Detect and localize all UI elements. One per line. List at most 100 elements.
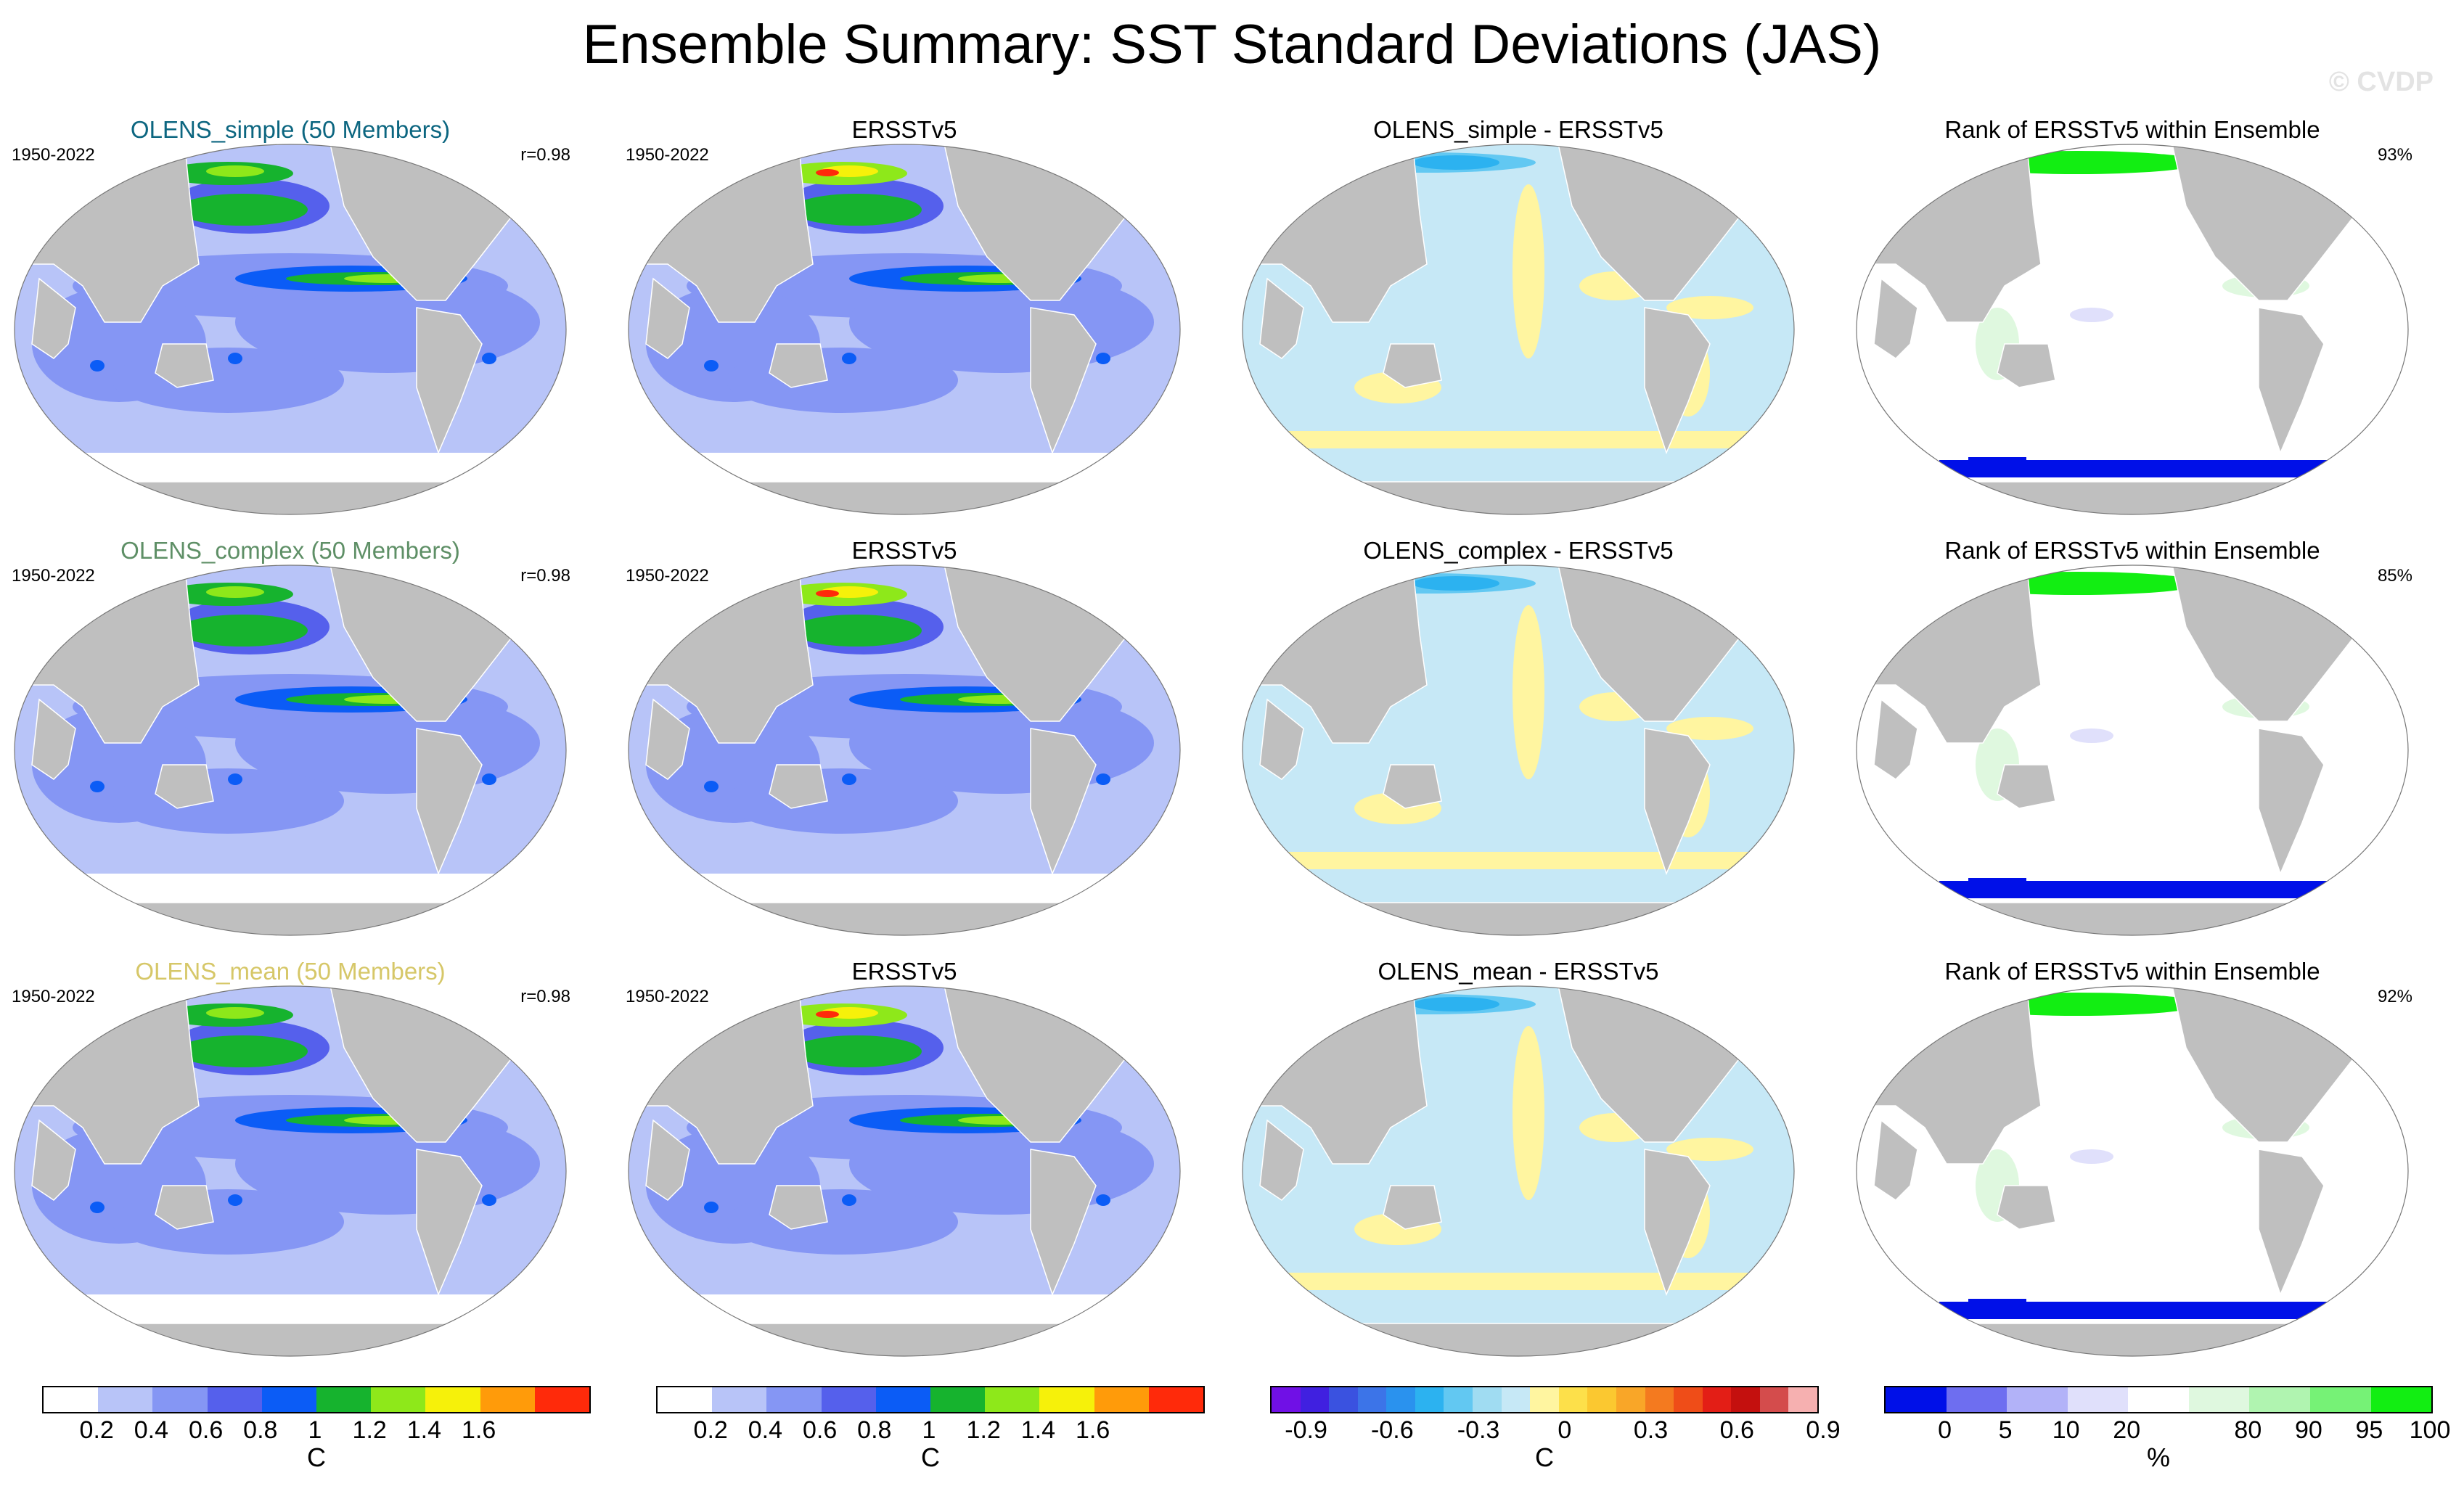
- south-america-land: [416, 307, 483, 455]
- colorbar-swatch: [1674, 1387, 1703, 1412]
- antarctica-land: [629, 902, 1180, 935]
- antarctica-land: [1243, 1323, 1794, 1356]
- pattern-correlation: r=0.98: [520, 145, 570, 165]
- period-label: 1950-2022: [626, 987, 709, 1006]
- rank-percent: 93%: [2377, 145, 2412, 165]
- rank-bottom-band: [1968, 878, 2026, 884]
- diff-contour-positive: [1666, 296, 1753, 319]
- map-outline: [1242, 985, 1795, 1357]
- panel-title: ERSSTv5: [851, 958, 957, 985]
- diff-contour-positive: [1513, 184, 1544, 358]
- africa-land: [1873, 698, 1918, 780]
- antarctica-land: [15, 902, 566, 935]
- south-america-land: [2258, 728, 2325, 876]
- colorbar-tick-label: 0: [1558, 1416, 1572, 1444]
- period-label: 1950-2022: [12, 566, 95, 586]
- sd-map: [14, 565, 567, 936]
- map-outline: [1856, 144, 2409, 515]
- rank-map: [1856, 565, 2409, 936]
- sd-contour-0.8: [1096, 1194, 1110, 1206]
- sd-contour-0.8: [842, 1194, 856, 1206]
- map-outline: [1856, 565, 2409, 936]
- figure-title: Ensemble Summary: SST Standard Deviation…: [582, 14, 1882, 75]
- australia-land: [1997, 1185, 2056, 1230]
- colorbar-swatch: [2067, 1387, 2129, 1412]
- colorbar-swatch: [480, 1387, 535, 1412]
- colorbar-tick-label: 1.2: [352, 1416, 387, 1444]
- sd-contour-0.4: [112, 348, 344, 413]
- panel-rank-row3: Rank of ERSSTv5 within Ensemble 92%: [1842, 958, 2423, 1364]
- panel-model-row3: OLENS_mean (50 Members) 1950-2022 r=0.98: [0, 958, 581, 1364]
- colorbar-swatch: [1645, 1387, 1674, 1412]
- south-america-land: [1644, 728, 1711, 876]
- rank-bottom-band: [1968, 457, 2026, 463]
- sd-contour-0.8: [228, 773, 242, 785]
- pattern-correlation: r=0.98: [520, 566, 570, 586]
- diff-southern-positive-band: [1282, 431, 1775, 448]
- colorbar-swatch: [98, 1387, 153, 1412]
- colorbar-swatch: [1272, 1387, 1301, 1412]
- antarctica-land: [15, 481, 566, 514]
- colorbar-swatch: [371, 1387, 426, 1412]
- antarctica-land: [629, 481, 1180, 514]
- colorbar-swatch: [2309, 1387, 2371, 1412]
- panel-obs-row2: ERSSTv5 1950-2022: [614, 537, 1195, 943]
- colorbar-tick-label: 0.6: [188, 1416, 224, 1444]
- panel-title: OLENS_mean - ERSSTv5: [1378, 958, 1659, 985]
- sd-contour-0.8: [228, 353, 242, 364]
- sd-southern-ocean-band: [15, 874, 566, 903]
- colorbar-swatch: [875, 1387, 931, 1412]
- sd-contour-0.8: [482, 1194, 496, 1206]
- diff-contour-positive: [1666, 717, 1753, 740]
- colorbar-swatch: [1415, 1387, 1444, 1412]
- sd-contour-1.0: [791, 194, 922, 226]
- sd-contour-arctic-peak: [206, 586, 264, 598]
- africa-land: [645, 277, 690, 359]
- colorbar-tick-label: 0.3: [1633, 1416, 1669, 1444]
- colorbar-swatch: [316, 1387, 372, 1412]
- sd-contour-0.4: [726, 768, 958, 834]
- diff-map: [1242, 985, 1795, 1357]
- australia-land: [1997, 343, 2056, 388]
- africa-land: [1873, 1119, 1918, 1201]
- map-outline: [14, 144, 567, 515]
- australia-land: [769, 343, 828, 388]
- colorbar-swatch: [1039, 1387, 1094, 1412]
- panel-title: OLENS_complex (50 Members): [120, 537, 460, 564]
- sd-contour-0.4: [112, 768, 344, 834]
- colorbar-diff: -0.9 -0.6 -0.3 0 0.3 0.6 0.9 C: [1270, 1379, 1841, 1472]
- colorbar-swatch: [1731, 1387, 1760, 1412]
- sd-contour-0.8: [704, 360, 719, 372]
- africa-land: [1873, 277, 1918, 359]
- colorbar-swatch: [2128, 1387, 2189, 1412]
- colorbar-swatch: [534, 1387, 590, 1412]
- colorbar-swatches: [1884, 1386, 2433, 1413]
- colorbar-tick-label: 0.6: [1719, 1416, 1754, 1444]
- colorbar-unit: %: [2146, 1442, 2170, 1472]
- colorbar-swatch: [2188, 1387, 2250, 1412]
- panel-rank-row2: Rank of ERSSTv5 within Ensemble 85%: [1842, 537, 2423, 943]
- colorbar-tick-label: 100: [2409, 1416, 2451, 1444]
- sd-contour-arctic-peak: [206, 1007, 264, 1019]
- antarctica-land: [15, 1323, 566, 1356]
- diff-contour-positive: [1666, 1138, 1753, 1161]
- sd-contour-0.8: [90, 781, 105, 792]
- africa-land: [1259, 277, 1304, 359]
- sd-map: [628, 565, 1181, 936]
- map-outline: [1856, 985, 2409, 1357]
- colorbar-tick-label: 0.8: [243, 1416, 278, 1444]
- map-outline: [1242, 144, 1795, 515]
- colorbar-swatch: [1329, 1387, 1358, 1412]
- antarctica-land: [629, 1323, 1180, 1356]
- antarctica-land: [1857, 481, 2408, 514]
- panel-title: Rank of ERSSTv5 within Ensemble: [1944, 116, 2320, 143]
- colorbar-unit: C: [921, 1442, 940, 1472]
- south-america-land: [1644, 307, 1711, 455]
- colorbar-swatch: [261, 1387, 317, 1412]
- sd-contour-1.0: [791, 615, 922, 646]
- colorbar-tick-label: 1: [308, 1416, 322, 1444]
- rank-map: [1856, 985, 2409, 1357]
- colorbar-tick-label: 1.4: [1020, 1416, 1056, 1444]
- south-america-land: [1030, 1149, 1097, 1297]
- colorbar-swatch: [1946, 1387, 2007, 1412]
